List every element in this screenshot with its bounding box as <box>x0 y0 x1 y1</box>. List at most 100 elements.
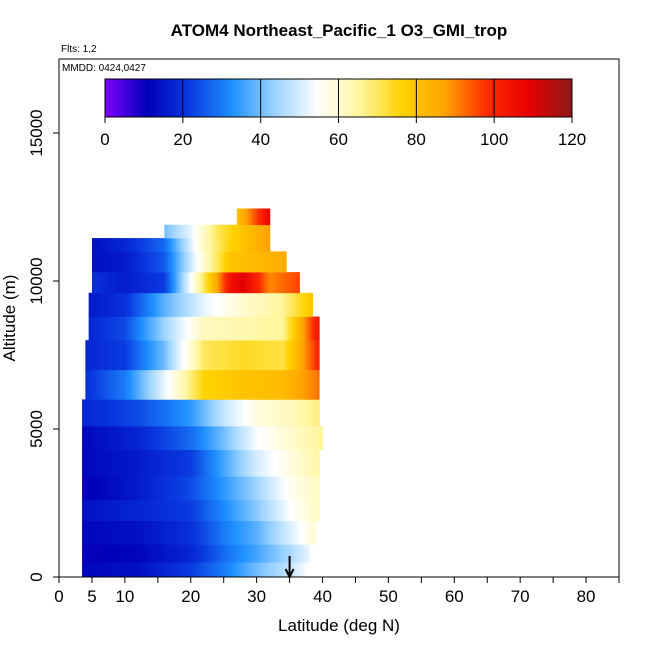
x-tick-label: 50 <box>379 587 398 606</box>
heatmap-cell <box>306 520 309 545</box>
heatmap-cell <box>220 292 223 317</box>
heatmap-cell <box>96 520 99 545</box>
heatmap-cell <box>256 562 259 578</box>
heatmap-cell <box>156 316 159 341</box>
heatmap-cell <box>276 449 279 477</box>
heatmap-cell <box>179 562 182 578</box>
heatmap-cell <box>151 449 154 477</box>
heatmap-cell <box>166 316 169 341</box>
heatmap-cell <box>98 272 101 294</box>
heatmap-cell <box>116 316 119 341</box>
heatmap-cell <box>217 369 220 400</box>
heatmap-cell <box>253 316 256 341</box>
heatmap-cell <box>162 500 165 522</box>
heatmap-cell <box>133 426 136 451</box>
heatmap-cell <box>184 369 187 400</box>
heatmap-cell <box>128 399 131 427</box>
heatmap-cell <box>85 476 88 501</box>
heatmap-cell <box>184 292 187 317</box>
heatmap-cell <box>194 449 197 477</box>
heatmap-cell <box>192 224 195 239</box>
heatmap-cell <box>205 449 208 477</box>
heatmap-cell <box>103 340 106 371</box>
heatmap-cell <box>161 340 164 371</box>
heatmap-cell <box>306 426 309 451</box>
heatmap-cell <box>223 369 226 400</box>
heatmap-cell <box>264 520 267 545</box>
heatmap-cell <box>177 340 180 371</box>
heatmap-cell <box>243 292 246 317</box>
heatmap-cell <box>251 238 254 252</box>
heatmap-cell <box>136 426 139 451</box>
heatmap-cell <box>169 544 172 563</box>
heatmap-cell <box>179 224 182 239</box>
heatmap-cell <box>157 399 160 427</box>
heatmap-cell <box>172 520 175 545</box>
heatmap-cell <box>93 340 96 371</box>
heatmap-cell <box>101 292 104 317</box>
heatmap-cell <box>171 369 174 400</box>
heatmap-cell <box>166 340 169 371</box>
heatmap-cell <box>302 316 305 341</box>
heatmap-cell <box>215 520 218 545</box>
heatmap-cell <box>124 520 127 545</box>
heatmap-cell <box>271 272 274 294</box>
heatmap-cell <box>110 562 113 578</box>
heatmap-cell <box>225 316 228 341</box>
heatmap-cell <box>95 238 98 252</box>
heatmap-cell <box>129 340 132 371</box>
heatmap-cell <box>286 500 289 522</box>
heatmap-cell <box>253 520 256 545</box>
heatmap-cell <box>159 520 162 545</box>
heatmap-cell <box>175 369 178 400</box>
heatmap-cell <box>220 399 223 427</box>
heatmap-cell <box>164 369 167 400</box>
heatmap-cell <box>82 399 85 427</box>
heatmap-cell <box>256 369 259 400</box>
heatmap-cell <box>187 520 190 545</box>
heatmap-cell <box>136 340 139 371</box>
heatmap-cell <box>212 399 215 427</box>
heatmap-cell <box>88 292 91 317</box>
heatmap-cell <box>152 520 155 545</box>
heatmap-cell <box>227 520 230 545</box>
heatmap-cell <box>192 272 195 294</box>
heatmap-cell <box>146 500 149 522</box>
heatmap-cell <box>113 292 116 317</box>
x-tick-label: 80 <box>577 587 596 606</box>
heatmap-cell <box>301 449 304 477</box>
heatmap-cell <box>83 520 86 545</box>
heatmap-cell <box>269 292 272 317</box>
heatmap-cell <box>256 500 259 522</box>
heatmap-cell <box>276 292 279 317</box>
heatmap-cell <box>199 340 202 371</box>
heatmap-cell <box>147 251 150 273</box>
heatmap-cell <box>202 544 205 563</box>
heatmap-cell <box>98 316 101 341</box>
heatmap-cell <box>208 544 211 563</box>
heatmap-cell <box>241 224 244 239</box>
heatmap-cell <box>248 399 251 427</box>
heatmap-cell <box>162 399 165 427</box>
heatmap-cell <box>283 251 286 273</box>
heatmap-cell <box>190 316 193 341</box>
heatmap-cell <box>101 340 104 371</box>
heatmap-cell <box>189 224 192 239</box>
heatmap-cell <box>294 399 297 427</box>
heatmap-cell <box>200 562 203 578</box>
heatmap-cell <box>159 449 162 477</box>
heatmap-cell <box>93 544 96 563</box>
heatmap-cell <box>166 238 169 252</box>
heatmap-cell <box>253 238 256 252</box>
heatmap-cell <box>287 340 290 371</box>
heatmap-cell <box>108 272 111 294</box>
heatmap-cell <box>276 340 279 371</box>
heatmap-cell <box>110 272 113 294</box>
heatmap-cell <box>182 500 185 522</box>
heatmap-cell <box>172 251 175 273</box>
heatmap-cell <box>273 399 276 427</box>
heatmap-cell <box>289 500 292 522</box>
heatmap-cell <box>116 238 119 252</box>
heatmap-cell <box>264 500 267 522</box>
heatmap-cell <box>190 520 193 545</box>
